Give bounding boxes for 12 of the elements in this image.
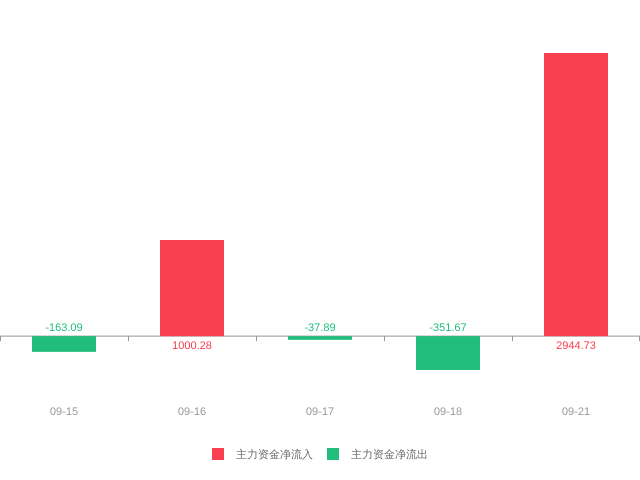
x-tick-label: 09-15 — [50, 406, 78, 418]
x-tick-label: 09-21 — [562, 406, 590, 418]
data-label: -37.89 — [304, 322, 336, 334]
legend-label: 主力资金净流出 — [351, 448, 428, 461]
data-label: 1000.28 — [172, 340, 212, 352]
data-label: -351.67 — [429, 322, 467, 334]
x-tick-label: 09-17 — [306, 406, 334, 418]
data-label: 2944.73 — [556, 340, 596, 352]
x-tick-label: 09-16 — [178, 406, 206, 418]
x-tick-label: 09-18 — [434, 406, 462, 418]
legend-label: 主力资金净流入 — [236, 448, 313, 461]
data-label: -163.09 — [45, 322, 83, 334]
